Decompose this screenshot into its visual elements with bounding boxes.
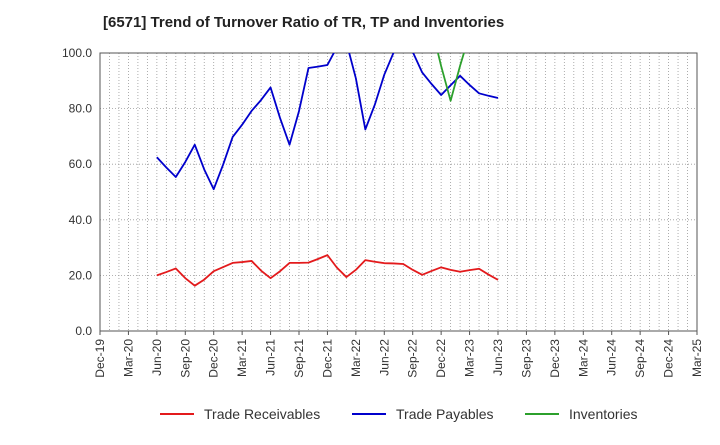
x-tick-label: Jun-22 xyxy=(377,339,391,376)
x-tick-label: Sep-20 xyxy=(178,339,192,378)
y-tick-label: 20.0 xyxy=(69,268,93,282)
x-tick-label: Sep-22 xyxy=(406,339,420,378)
x-tick-label: Sep-21 xyxy=(292,339,306,378)
series-lines xyxy=(156,53,499,287)
x-tick-label: Dec-19 xyxy=(93,339,107,378)
x-tick-label: Dec-22 xyxy=(434,339,448,378)
x-tick-label: Mar-23 xyxy=(463,339,477,377)
legend-label-inventories: Inventories xyxy=(569,406,637,422)
x-tick-label: Mar-22 xyxy=(349,339,363,377)
x-tick-label: Jun-23 xyxy=(491,339,505,376)
legend-label-trade-payables: Trade Payables xyxy=(396,406,494,422)
y-tick-label: 0.0 xyxy=(75,324,92,338)
series-line-inventories xyxy=(437,53,465,102)
x-tick-label: Dec-24 xyxy=(662,339,676,378)
y-tick-label: 60.0 xyxy=(69,157,93,171)
y-tick-label: 80.0 xyxy=(69,102,93,116)
series-line-trade-receivables xyxy=(156,254,499,287)
x-tick-label: Mar-21 xyxy=(235,339,249,377)
x-tick-label: Mar-25 xyxy=(690,339,704,377)
x-tick-label: Mar-24 xyxy=(576,339,590,377)
x-tick-label: Sep-24 xyxy=(633,339,647,378)
series-line-trade-payables xyxy=(156,53,499,191)
x-tick-label: Dec-21 xyxy=(320,339,334,378)
legend-label-trade-receivables: Trade Receivables xyxy=(204,406,320,422)
x-tick-label: Dec-20 xyxy=(207,339,221,378)
y-tick-label: 100.0 xyxy=(62,46,92,60)
y-tick-label: 40.0 xyxy=(69,213,93,227)
grid xyxy=(100,53,697,331)
plot-frame xyxy=(99,52,698,332)
x-tick-label: Jun-24 xyxy=(605,339,619,376)
x-tick-label: Jun-20 xyxy=(150,339,164,376)
x-tick-label: Jun-21 xyxy=(264,339,278,376)
x-tick-label: Sep-23 xyxy=(519,339,533,378)
chart-title: [6571] Trend of Turnover Ratio of TR, TP… xyxy=(103,14,505,31)
x-tick-label: Dec-23 xyxy=(548,339,562,378)
x-tick-label: Mar-20 xyxy=(121,339,135,377)
legend: Trade Receivables Trade Payables Inventori… xyxy=(160,406,637,422)
